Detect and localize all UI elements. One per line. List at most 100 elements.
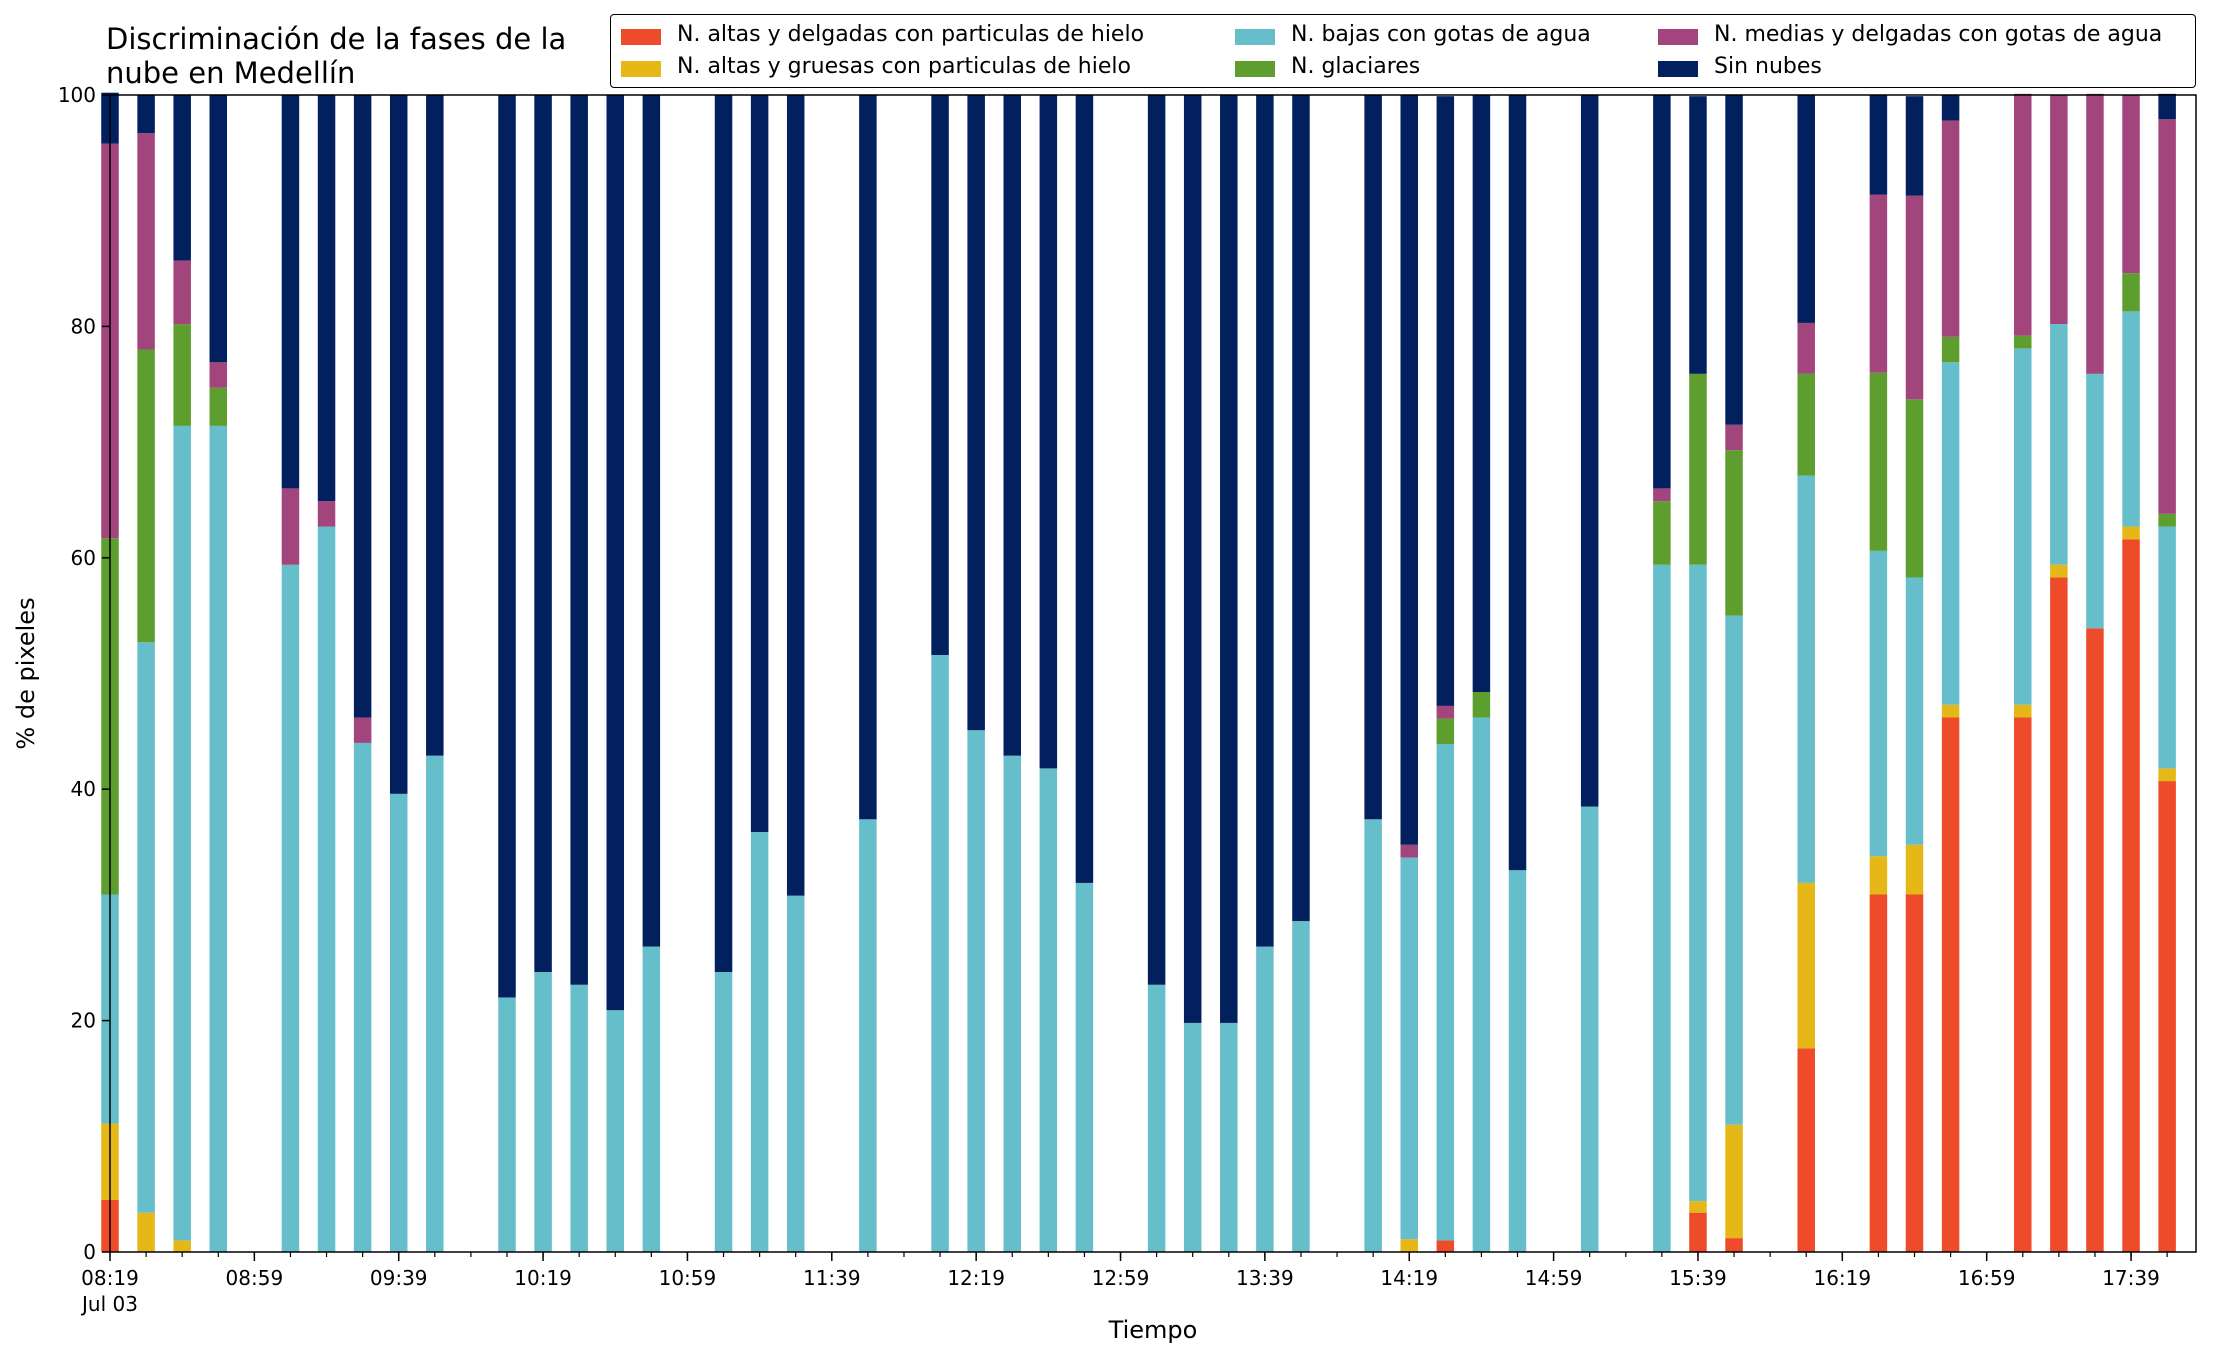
bar-segment bbox=[2122, 526, 2140, 540]
y-tick-label: 80 bbox=[71, 314, 96, 338]
bar-segment bbox=[1689, 1201, 1707, 1213]
bar-segment bbox=[353, 95, 372, 718]
bar-segment bbox=[2158, 781, 2176, 1252]
bar-segment bbox=[1472, 717, 1491, 1252]
bar-segment bbox=[1436, 96, 1455, 706]
bar-segment bbox=[1400, 857, 1418, 1240]
bar-segment bbox=[2158, 119, 2176, 514]
bar-segment bbox=[1436, 718, 1455, 745]
bar-segment bbox=[2050, 95, 2068, 325]
x-tick-sublabel: Jul 03 bbox=[80, 1292, 138, 1316]
bar-segment bbox=[1039, 768, 1058, 1252]
bar-segment bbox=[1183, 95, 1202, 1023]
bar-segment bbox=[1003, 755, 1021, 1252]
bar-segment bbox=[1256, 946, 1274, 1252]
x-tick-label: 13:39 bbox=[1236, 1266, 1294, 1290]
bar-segment bbox=[1941, 120, 1960, 337]
bar-segment bbox=[534, 972, 552, 1252]
legend-label: N. bajas con gotas de agua bbox=[1291, 22, 1591, 47]
bar-segment bbox=[1905, 195, 1924, 400]
bar-segment bbox=[1797, 475, 1815, 883]
bar-segment bbox=[642, 946, 661, 1252]
bar-segment bbox=[1364, 95, 1382, 820]
bar-segment bbox=[1725, 424, 1743, 451]
bar-segment bbox=[498, 95, 516, 998]
bar-segment bbox=[1869, 894, 1888, 1252]
bar-segment bbox=[2158, 768, 2176, 782]
y-axis-label: % de pixeles bbox=[12, 597, 40, 749]
legend-label: N. medias y delgadas con gotas de agua bbox=[1714, 22, 2163, 47]
plot-frame bbox=[109, 94, 2197, 1253]
bar-segment bbox=[1797, 322, 1815, 374]
x-axis-label: Tiempo bbox=[1108, 1316, 1198, 1344]
bar-segment bbox=[137, 1212, 155, 1252]
y-tick-label: 40 bbox=[71, 777, 96, 801]
chart-title-line-1: Discriminación de la fases de la bbox=[106, 22, 567, 56]
bar-segment bbox=[1725, 615, 1743, 1125]
bar-segment bbox=[1725, 1238, 1743, 1252]
bar-segment bbox=[1941, 336, 1960, 363]
bar-segment bbox=[1689, 1212, 1707, 1252]
bar-segment bbox=[1905, 96, 1924, 196]
bar-segment bbox=[1580, 806, 1599, 1252]
bar-segment bbox=[1941, 717, 1960, 1252]
bar-segment bbox=[317, 501, 336, 527]
bar-segment bbox=[1508, 95, 1527, 871]
bar-segment bbox=[606, 1010, 625, 1252]
x-tick-label: 08:59 bbox=[226, 1266, 284, 1290]
bar-segment bbox=[1941, 95, 1960, 121]
x-tick-label: 12:19 bbox=[947, 1266, 1005, 1290]
bar-segment bbox=[570, 984, 588, 1252]
legend: N. altas y delgadas con particulas de hi… bbox=[610, 14, 2196, 88]
bar-segment bbox=[750, 832, 769, 1252]
x-tick-label: 16:19 bbox=[1813, 1266, 1871, 1290]
bar-segment bbox=[1508, 870, 1527, 1252]
bar-segment bbox=[859, 95, 877, 820]
bar-segment bbox=[137, 133, 155, 350]
bar-segment bbox=[1725, 1124, 1743, 1239]
bar-segment bbox=[2014, 335, 2032, 349]
bar-segment bbox=[389, 793, 408, 1252]
x-tick-label: 11:39 bbox=[803, 1266, 861, 1290]
bar-segment bbox=[2014, 704, 2032, 718]
bar-segment bbox=[2158, 93, 2176, 120]
legend-swatch bbox=[1235, 61, 1275, 77]
bar-segment bbox=[1472, 692, 1491, 718]
bar-segment bbox=[1905, 894, 1924, 1252]
bar-segment bbox=[2122, 311, 2140, 527]
bar-segment bbox=[1436, 1240, 1455, 1252]
bar-segment bbox=[2050, 577, 2068, 1252]
bar-segment bbox=[1256, 95, 1274, 947]
bar-segment bbox=[2014, 717, 2032, 1252]
x-tick-label: 09:39 bbox=[370, 1266, 428, 1290]
bar-segment bbox=[173, 324, 191, 426]
bar-segment bbox=[1725, 95, 1743, 425]
bar-segment bbox=[931, 654, 949, 1252]
legend-swatch bbox=[1235, 29, 1275, 45]
bar-segment bbox=[1797, 373, 1815, 476]
bar-segment bbox=[1869, 550, 1888, 857]
bar-segment bbox=[967, 95, 985, 731]
x-tick-label: 10:59 bbox=[659, 1266, 717, 1290]
bar-segment bbox=[714, 972, 733, 1252]
bar-segment bbox=[2050, 324, 2068, 565]
bar-segment bbox=[1436, 744, 1455, 1241]
bar-segment bbox=[642, 95, 661, 947]
x-tick-label: 15:39 bbox=[1669, 1266, 1727, 1290]
bar-segment bbox=[2158, 513, 2176, 527]
bar-segment bbox=[1869, 856, 1888, 895]
bar-segment bbox=[173, 425, 191, 1241]
bar-segment bbox=[1797, 95, 1815, 323]
bar-segment bbox=[1869, 372, 1888, 551]
bar-segment bbox=[137, 349, 155, 643]
y-tick-label: 100 bbox=[58, 83, 96, 107]
bar-segment bbox=[1689, 564, 1707, 1202]
y-tick-label: 0 bbox=[83, 1240, 96, 1264]
bar-segment bbox=[1400, 1239, 1418, 1252]
bar-segment bbox=[2086, 373, 2104, 629]
x-tick-label: 17:39 bbox=[2102, 1266, 2160, 1290]
bar-segment bbox=[209, 362, 228, 388]
bar-segment bbox=[570, 95, 588, 985]
bar-segment bbox=[931, 95, 949, 655]
bar-segment bbox=[389, 95, 408, 794]
